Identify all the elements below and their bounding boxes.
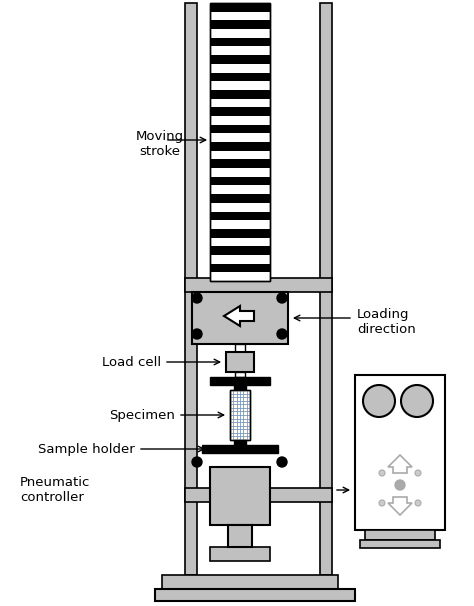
Bar xyxy=(210,3,270,281)
Bar xyxy=(226,352,254,372)
Bar xyxy=(234,440,246,445)
Circle shape xyxy=(415,470,421,476)
Text: Loading
direction: Loading direction xyxy=(357,308,416,336)
Bar xyxy=(210,21,270,29)
Bar xyxy=(210,264,270,272)
Bar xyxy=(210,194,270,203)
Circle shape xyxy=(363,385,395,417)
Polygon shape xyxy=(388,455,412,473)
Bar xyxy=(210,547,270,561)
Circle shape xyxy=(192,329,202,339)
Bar xyxy=(230,390,250,440)
Bar xyxy=(202,445,210,453)
Circle shape xyxy=(415,500,421,506)
Bar xyxy=(185,488,332,502)
Bar xyxy=(210,142,270,151)
Bar xyxy=(210,3,270,12)
Bar xyxy=(162,575,338,589)
Circle shape xyxy=(395,480,405,490)
Bar xyxy=(210,90,270,99)
Circle shape xyxy=(192,293,202,303)
Polygon shape xyxy=(224,306,254,326)
Bar xyxy=(360,540,440,548)
Circle shape xyxy=(277,329,287,339)
Text: Load cell: Load cell xyxy=(102,356,161,368)
Bar xyxy=(210,246,270,255)
Bar xyxy=(210,467,270,525)
Text: Moving
stroke: Moving stroke xyxy=(136,130,184,158)
Bar xyxy=(365,530,435,540)
Bar xyxy=(320,3,332,575)
Circle shape xyxy=(277,293,287,303)
Bar xyxy=(210,211,270,220)
Bar xyxy=(235,372,245,377)
Text: Sample holder: Sample holder xyxy=(38,442,135,456)
Bar xyxy=(210,73,270,81)
Circle shape xyxy=(379,500,385,506)
Bar xyxy=(210,38,270,47)
Bar xyxy=(210,107,270,116)
Bar xyxy=(192,292,288,344)
Bar xyxy=(210,125,270,133)
Bar xyxy=(234,385,246,390)
Bar xyxy=(210,445,270,453)
Bar xyxy=(155,589,355,601)
Bar xyxy=(270,445,278,453)
Bar xyxy=(185,3,197,575)
Polygon shape xyxy=(388,497,412,515)
Bar xyxy=(355,375,445,530)
Bar xyxy=(210,229,270,238)
Bar xyxy=(228,525,252,547)
Bar xyxy=(230,390,250,440)
Text: Pneumatic
controller: Pneumatic controller xyxy=(20,476,91,504)
Circle shape xyxy=(379,470,385,476)
Bar xyxy=(210,55,270,64)
Bar xyxy=(210,3,270,281)
Circle shape xyxy=(277,457,287,467)
Bar xyxy=(185,278,332,292)
Circle shape xyxy=(401,385,433,417)
Bar xyxy=(235,344,245,352)
Bar xyxy=(210,177,270,185)
Bar xyxy=(210,159,270,168)
Circle shape xyxy=(192,457,202,467)
Text: Specimen: Specimen xyxy=(109,408,175,422)
Bar xyxy=(210,377,270,385)
